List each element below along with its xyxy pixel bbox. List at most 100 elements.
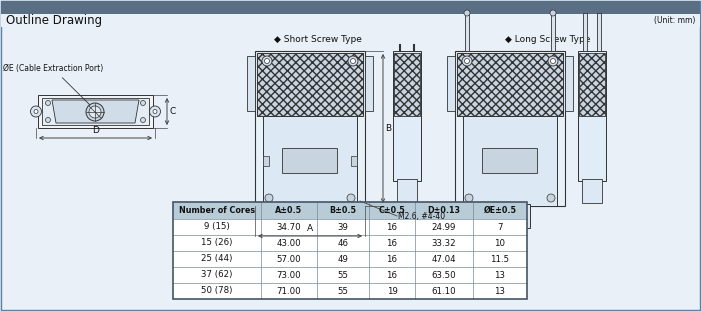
Bar — [465, 13, 469, 51]
Text: 16: 16 — [386, 271, 397, 280]
Bar — [565, 56, 573, 111]
Text: 24.99: 24.99 — [432, 222, 456, 231]
Circle shape — [89, 106, 101, 118]
Text: 16: 16 — [386, 239, 397, 248]
Text: 50 (78): 50 (78) — [201, 286, 233, 295]
Circle shape — [264, 58, 269, 63]
Polygon shape — [52, 100, 139, 123]
Bar — [579, 53, 605, 116]
Text: 63.50: 63.50 — [432, 271, 456, 280]
Text: Outline Drawing: Outline Drawing — [6, 14, 102, 27]
Text: 73.00: 73.00 — [277, 271, 301, 280]
Bar — [351, 156, 357, 166]
Text: 33.32: 33.32 — [432, 239, 456, 248]
Bar — [365, 56, 373, 111]
Text: 43.00: 43.00 — [277, 239, 301, 248]
Circle shape — [46, 118, 50, 123]
Text: C: C — [169, 107, 175, 116]
Bar — [173, 202, 527, 219]
Text: 34.70: 34.70 — [277, 222, 301, 231]
Text: 7: 7 — [497, 222, 503, 231]
Bar — [455, 51, 565, 206]
Circle shape — [46, 100, 50, 105]
Bar — [457, 53, 563, 116]
Bar — [282, 148, 337, 173]
Bar — [447, 56, 455, 111]
Bar — [263, 156, 269, 166]
Bar — [1, 14, 700, 27]
Bar — [290, 204, 330, 228]
Bar — [394, 53, 420, 116]
Bar — [173, 202, 527, 299]
Circle shape — [31, 106, 41, 117]
Text: 61.10: 61.10 — [432, 286, 456, 295]
Bar — [42, 98, 149, 125]
Text: A±0.5: A±0.5 — [275, 206, 303, 215]
Bar — [482, 148, 537, 173]
Text: Number of Cores: Number of Cores — [179, 206, 255, 215]
Circle shape — [464, 10, 470, 16]
Text: B±0.5: B±0.5 — [329, 206, 357, 215]
Text: 13: 13 — [494, 286, 505, 295]
Circle shape — [462, 56, 472, 66]
Circle shape — [350, 58, 355, 63]
Text: 16: 16 — [386, 254, 397, 263]
Circle shape — [262, 56, 272, 66]
Circle shape — [140, 100, 146, 105]
Text: 15 (26): 15 (26) — [201, 239, 233, 248]
Bar — [578, 51, 606, 181]
Circle shape — [348, 56, 358, 66]
Bar — [490, 204, 530, 228]
Bar — [583, 13, 587, 51]
Text: ØE±0.5: ØE±0.5 — [484, 206, 517, 215]
Text: 19: 19 — [386, 286, 397, 295]
Bar — [263, 116, 357, 206]
Text: M2.6, #4-40: M2.6, #4-40 — [398, 211, 445, 220]
Text: D: D — [92, 126, 99, 135]
Text: 57.00: 57.00 — [277, 254, 301, 263]
Text: 37 (62): 37 (62) — [201, 271, 233, 280]
Text: 46: 46 — [337, 239, 348, 248]
Circle shape — [140, 118, 146, 123]
Bar — [255, 51, 365, 206]
Circle shape — [265, 194, 273, 202]
Text: A: A — [307, 224, 313, 233]
Text: B: B — [385, 124, 391, 133]
Circle shape — [465, 194, 473, 202]
Text: 71.00: 71.00 — [277, 286, 301, 295]
Text: C±0.5: C±0.5 — [379, 206, 405, 215]
Circle shape — [347, 194, 355, 202]
Bar — [582, 179, 602, 203]
Bar — [551, 13, 555, 51]
Circle shape — [149, 106, 161, 117]
Circle shape — [34, 109, 38, 114]
Text: 55: 55 — [337, 271, 348, 280]
Text: 25 (44): 25 (44) — [201, 254, 233, 263]
Text: 13: 13 — [494, 271, 505, 280]
Text: (Unit: mm): (Unit: mm) — [653, 16, 695, 25]
Bar — [173, 202, 527, 299]
Circle shape — [548, 56, 558, 66]
Text: 10: 10 — [494, 239, 505, 248]
Bar — [393, 51, 421, 181]
Bar — [597, 13, 601, 51]
Bar — [247, 56, 255, 111]
Text: 39: 39 — [338, 222, 348, 231]
Circle shape — [86, 103, 104, 121]
Text: ◆ Short Screw Type: ◆ Short Screw Type — [274, 35, 362, 44]
Text: 11.5: 11.5 — [491, 254, 510, 263]
Bar — [257, 53, 363, 116]
Text: 55: 55 — [337, 286, 348, 295]
Circle shape — [465, 58, 470, 63]
Circle shape — [547, 194, 555, 202]
Circle shape — [550, 58, 555, 63]
Bar — [1, 1, 700, 14]
Text: 47.04: 47.04 — [432, 254, 456, 263]
Circle shape — [153, 109, 157, 114]
Bar — [38, 95, 153, 128]
Text: D±0.13: D±0.13 — [428, 206, 461, 215]
Text: ◆ Long Screw Type: ◆ Long Screw Type — [505, 35, 591, 44]
Bar — [463, 116, 557, 206]
Bar — [397, 179, 417, 203]
Text: 9 (15): 9 (15) — [204, 222, 230, 231]
